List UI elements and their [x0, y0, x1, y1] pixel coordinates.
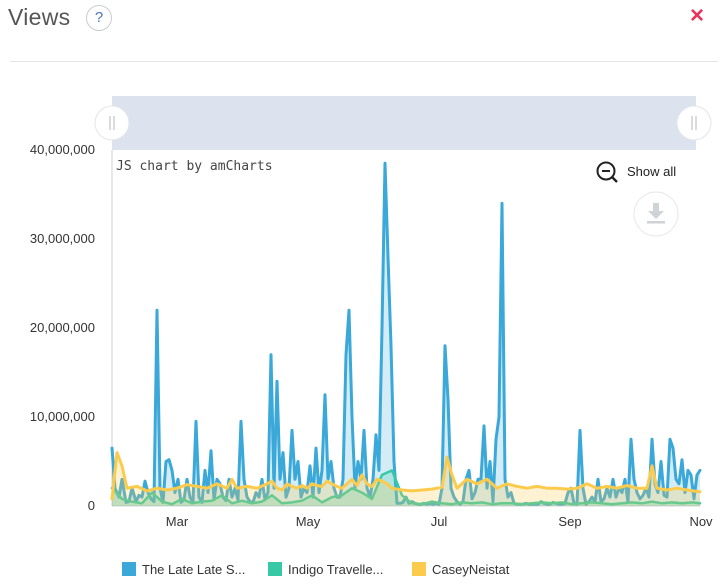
views-chart: 0 10,000,000 20,000,000 30,000,000 40,000,00…: [30, 96, 713, 529]
x-tick-label: Nov: [689, 514, 713, 529]
legend-swatch: [122, 562, 136, 576]
scrollbar-left-grip[interactable]: [94, 105, 130, 141]
y-tick-label: 20,000,000: [30, 320, 95, 335]
legend-swatch: [268, 562, 282, 576]
scrollbar-right-grip[interactable]: [676, 105, 712, 141]
y-tick-label: 10,000,000: [30, 409, 95, 424]
series-area-2: [112, 452, 700, 506]
legend-item-indigo-traveller[interactable]: Indigo Travelle...: [268, 562, 383, 577]
series-layer: [110, 161, 702, 507]
header-divider: [10, 61, 718, 62]
x-tick-label: Mar: [166, 514, 189, 529]
show-all-button[interactable]: Show all: [596, 161, 677, 183]
show-all-label: Show all: [627, 164, 676, 179]
series-area-0: [112, 163, 700, 507]
legend-swatch: [412, 562, 426, 576]
series-line-2[interactable]: [110, 451, 702, 501]
legend-item-late-late-show[interactable]: The Late Late S...: [122, 562, 245, 577]
legend-item-caseyneistat[interactable]: CaseyNeistat: [412, 562, 509, 577]
legend-label: CaseyNeistat: [432, 562, 510, 577]
export-download-button[interactable]: [633, 191, 679, 237]
x-axis-ticks: Mar May Jul Sep Nov: [166, 514, 713, 529]
panel-header: Views ? ×: [0, 0, 725, 62]
scrollbar-track[interactable]: [112, 96, 696, 150]
download-icon: [647, 203, 665, 224]
chart-credit: JS chart by amCharts: [116, 159, 273, 174]
series-line-0[interactable]: [110, 161, 702, 506]
y-axis-ticks: 0 10,000,000 20,000,000 30,000,000 40,000,00…: [30, 142, 95, 513]
y-tick-label: 30,000,000: [30, 231, 95, 246]
x-tick-label: May: [296, 514, 321, 529]
help-icon[interactable]: ?: [86, 5, 112, 31]
legend-label: The Late Late S...: [142, 562, 246, 577]
y-tick-label: 40,000,000: [30, 142, 95, 157]
y-tick-label: 0: [88, 498, 95, 513]
x-tick-label: Sep: [558, 514, 581, 529]
series-line-1[interactable]: [110, 469, 702, 506]
x-tick-label: Jul: [431, 514, 448, 529]
close-icon[interactable]: ×: [690, 2, 705, 29]
legend-label: Indigo Travelle...: [288, 562, 384, 577]
zoom-out-icon: [596, 161, 618, 183]
panel-title: Views: [8, 4, 71, 30]
